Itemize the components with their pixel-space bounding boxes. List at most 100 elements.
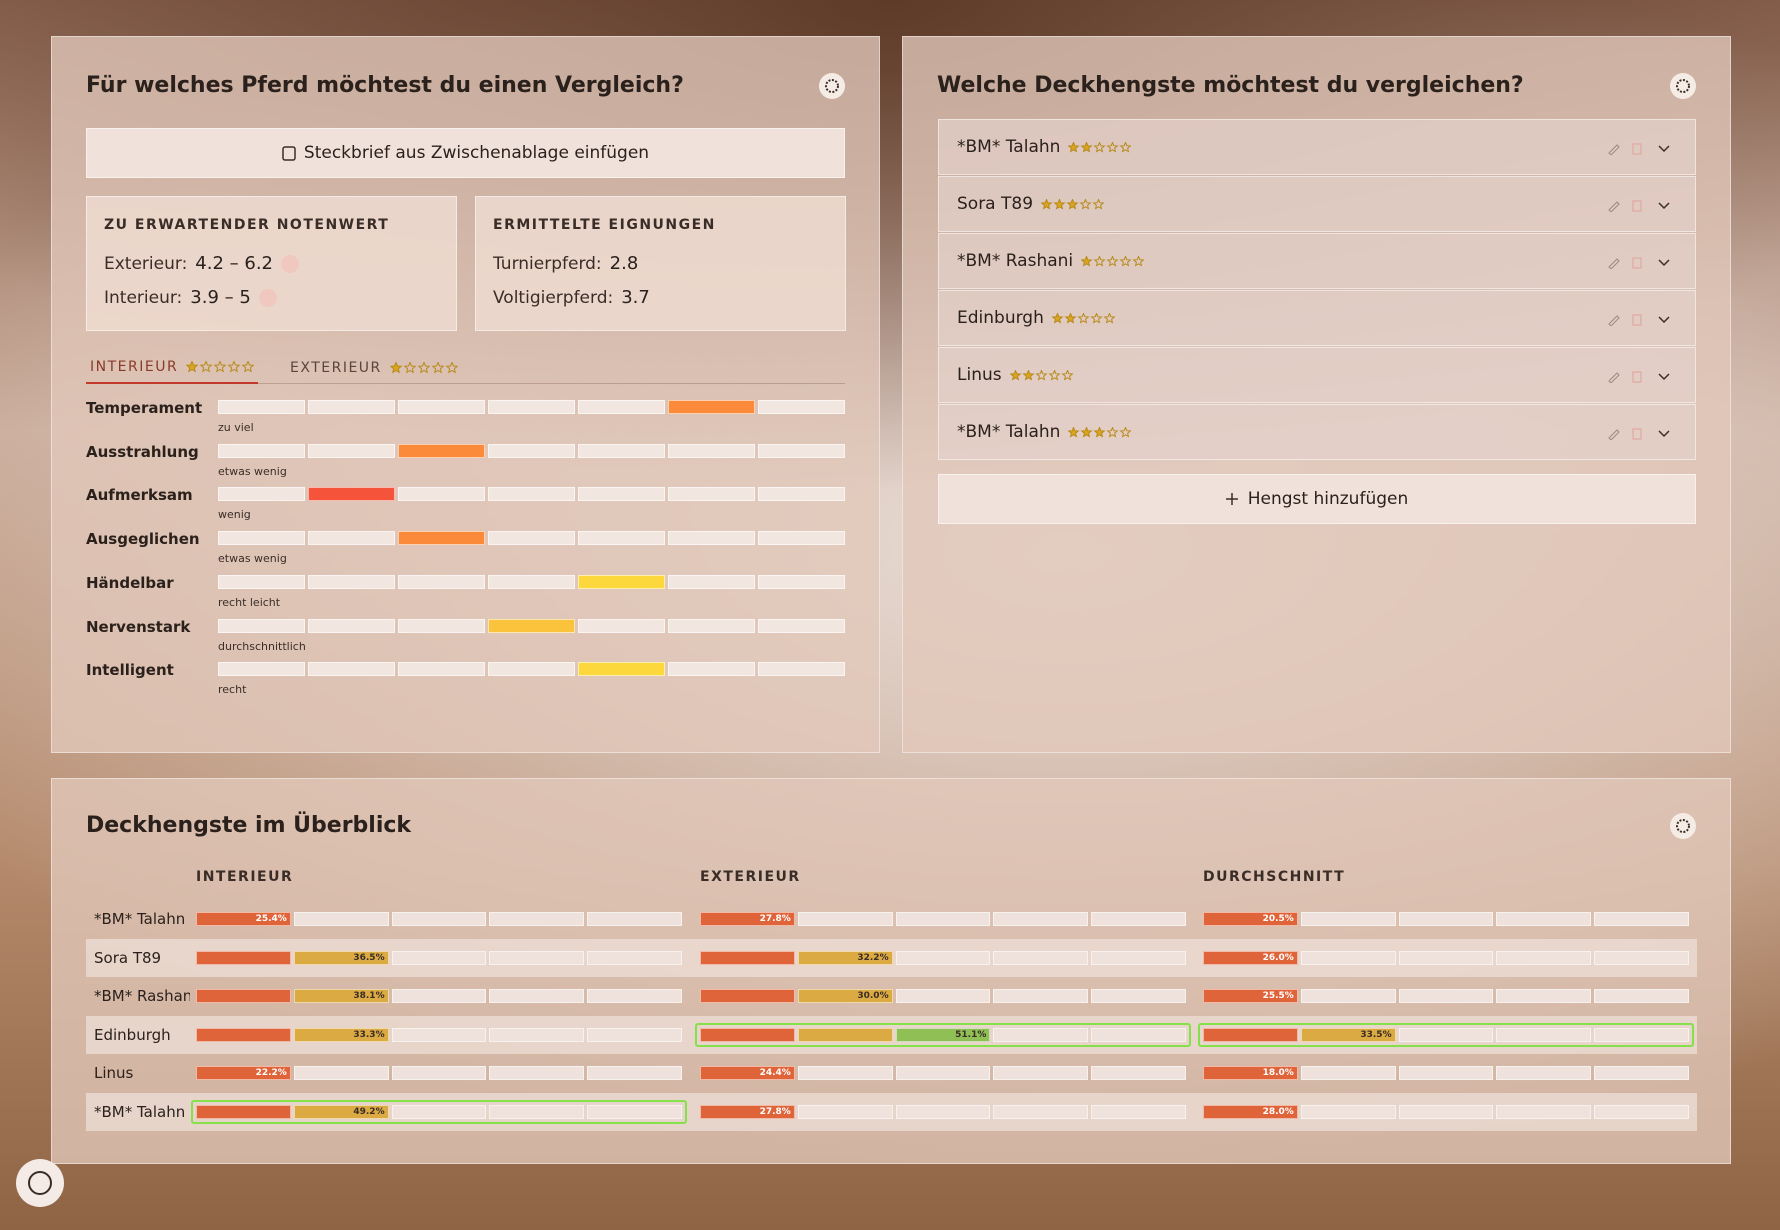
trait-name: Ausgeglichen <box>86 530 200 549</box>
expand-icon[interactable] <box>1658 316 1670 324</box>
score-segment <box>700 1027 795 1042</box>
tab[interactable]: INTERIEUR <box>86 352 259 384</box>
empty-segment <box>587 989 682 1004</box>
settings-button[interactable] <box>818 72 846 100</box>
score-segment <box>895 1027 991 1042</box>
empty-segment <box>1496 1027 1592 1042</box>
stallion-row[interactable]: Sora T89 <box>938 176 1696 232</box>
row-actions[interactable] <box>1607 255 1677 269</box>
empty-segment <box>489 912 585 926</box>
remove-button[interactable] <box>281 254 299 273</box>
delete-icon[interactable] <box>1632 371 1642 383</box>
star-empty <box>213 361 227 373</box>
edit-icon[interactable] <box>1608 429 1620 440</box>
star-filled <box>1053 198 1066 210</box>
star-empty <box>445 362 458 374</box>
empty-segment <box>1398 912 1494 926</box>
stallion-name: Sora T89 <box>957 194 1034 214</box>
edit-icon[interactable] <box>1608 372 1620 383</box>
info-label: Interieur: <box>104 287 183 308</box>
score-label: 30.0% <box>857 991 889 1002</box>
tab[interactable]: EXTERIEUR <box>286 352 462 384</box>
row-actions[interactable] <box>1607 312 1677 326</box>
empty-segment <box>1594 989 1689 1004</box>
icon-bg <box>16 1159 64 1207</box>
expand-icon[interactable] <box>1658 430 1670 438</box>
star-filled <box>1080 141 1093 153</box>
row-actions[interactable] <box>1607 198 1677 212</box>
trait-segment <box>398 618 485 633</box>
delete-icon[interactable] <box>1632 314 1642 326</box>
best-highlight <box>1198 1022 1694 1047</box>
stallion-name: *BM* Rashani <box>957 251 1074 271</box>
delete-icon[interactable] <box>1632 428 1642 440</box>
edit-icon[interactable] <box>1608 201 1620 212</box>
stallion-row[interactable]: Edinburgh <box>938 290 1696 346</box>
delete-icon[interactable] <box>1632 257 1642 269</box>
edit-icon[interactable] <box>1608 258 1620 269</box>
empty-segment <box>587 1027 682 1042</box>
trait-name: Intelligent <box>86 661 174 680</box>
expand-icon[interactable] <box>1658 145 1670 153</box>
best-highlight <box>695 1022 1191 1047</box>
edit-icon[interactable] <box>1608 315 1620 326</box>
trait-segment <box>488 443 575 458</box>
star-filled <box>1093 426 1106 438</box>
row-actions[interactable] <box>1607 141 1677 155</box>
expand-icon[interactable] <box>1658 373 1670 381</box>
expand-icon[interactable] <box>1658 202 1670 210</box>
trait-segment <box>308 400 395 414</box>
star-empty <box>1048 369 1061 381</box>
empty-segment <box>1594 1066 1689 1081</box>
empty-segment <box>1300 1105 1396 1119</box>
stallion-row[interactable]: *BM* Talahn <box>938 404 1696 460</box>
row-actions[interactable] <box>1607 369 1677 383</box>
panel-title: Welche Deckhengste möchtest du vergleich… <box>937 73 1524 98</box>
star-empty <box>1090 312 1103 324</box>
trait-note: zu viel <box>218 421 254 434</box>
row-actions[interactable] <box>1607 426 1677 440</box>
trait-list: Temperament zu viel Ausstrahlung etwas weni… <box>86 399 845 729</box>
paste-button[interactable]: Steckbrief aus Zwischenablage einfügen <box>86 128 845 178</box>
trait-segment <box>308 531 395 546</box>
star-empty <box>431 362 445 374</box>
trait-segment <box>398 662 485 677</box>
empty-segment <box>1300 1066 1396 1081</box>
edit-icon[interactable] <box>1608 144 1620 155</box>
info-value: 3.9 – 5 <box>190 287 251 308</box>
score-segment <box>1203 1027 1298 1042</box>
trait-segment <box>668 531 755 546</box>
cookie-button[interactable] <box>15 1158 65 1208</box>
settings-button[interactable] <box>1669 812 1697 840</box>
empty-segment <box>1091 1066 1186 1081</box>
stallion-row[interactable]: *BM* Rashani <box>938 233 1696 289</box>
column-heading: INTERIEUR <box>196 869 294 885</box>
delete-icon[interactable] <box>1632 143 1642 155</box>
trait-level <box>308 487 395 502</box>
stallion-row[interactable]: *BM* Talahn <box>938 119 1696 175</box>
stallion-name: *BM* Talahn <box>94 910 186 928</box>
empty-segment <box>391 950 487 965</box>
score-segment <box>1203 950 1298 965</box>
stallion-row[interactable]: Linus <box>938 347 1696 403</box>
empty-segment <box>895 1066 991 1081</box>
trait-note: wenig <box>218 508 251 522</box>
star-rating <box>1051 312 1115 324</box>
score-label: 20.5% <box>1262 914 1294 924</box>
star-empty <box>1106 426 1119 438</box>
empty-segment <box>797 1066 893 1081</box>
delete-icon[interactable] <box>1632 200 1642 212</box>
empty-segment <box>993 950 1089 965</box>
empty-segment <box>1091 912 1186 926</box>
empty-segment <box>1496 1066 1592 1081</box>
add-stallion-button[interactable]: Hengst hinzufügen <box>938 474 1696 524</box>
star-empty <box>1119 426 1132 438</box>
trait-name: Ausstrahlung <box>86 442 199 461</box>
score-label: 33.5% <box>1360 1029 1392 1040</box>
score-segment <box>700 1066 795 1081</box>
score-segment <box>293 1105 389 1119</box>
expand-icon[interactable] <box>1658 259 1670 267</box>
star-filled <box>1068 426 1080 438</box>
remove-button[interactable] <box>258 288 277 307</box>
settings-button[interactable] <box>1669 72 1697 100</box>
